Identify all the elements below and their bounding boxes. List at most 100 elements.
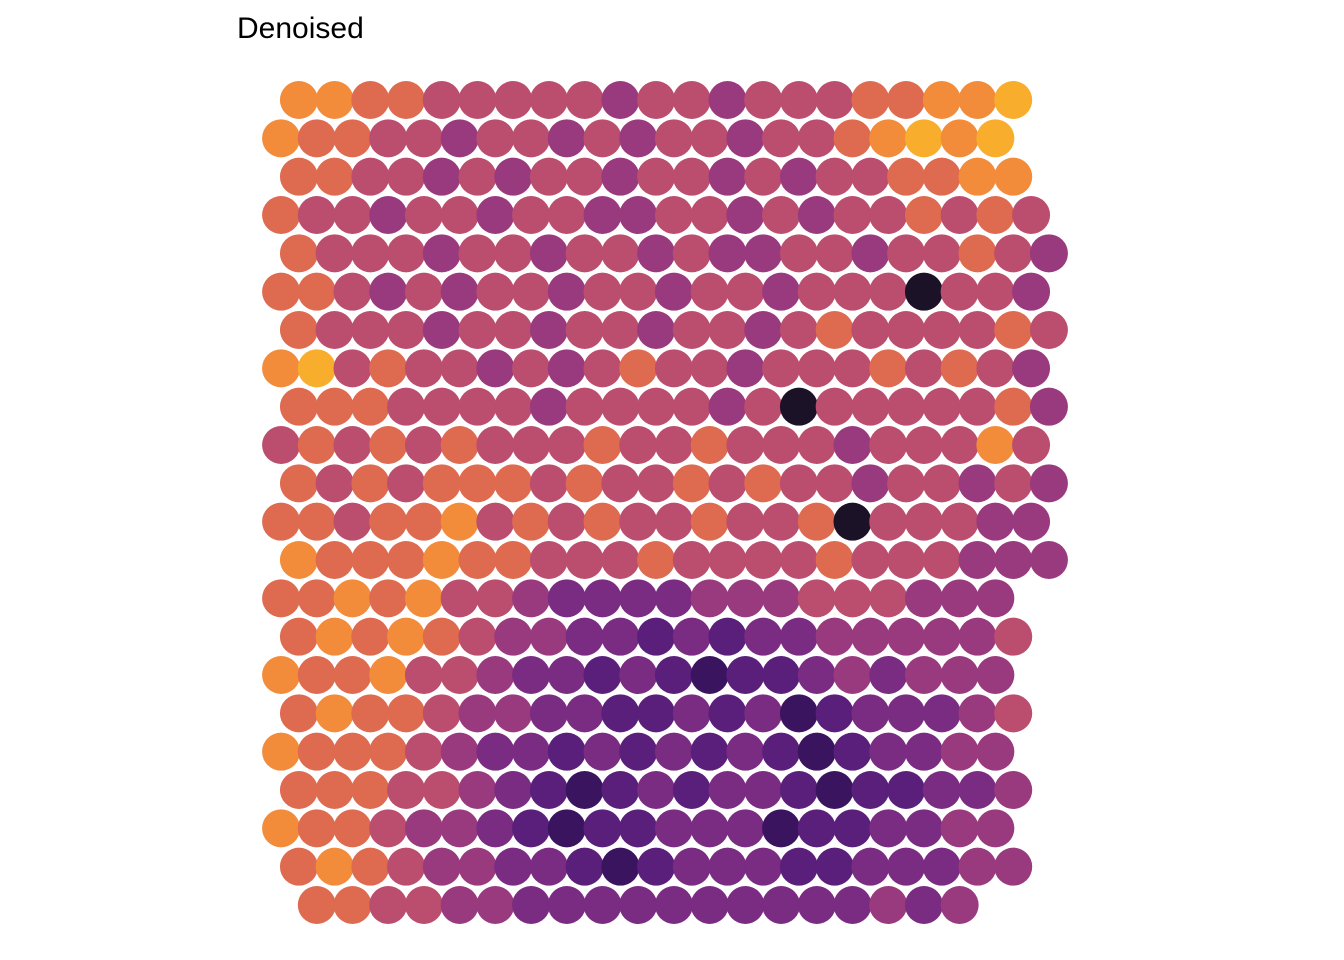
spot xyxy=(797,809,836,848)
spot xyxy=(297,119,336,158)
spot xyxy=(404,656,443,694)
spot xyxy=(851,771,890,809)
spot xyxy=(744,234,783,273)
spot xyxy=(494,157,533,196)
spot xyxy=(708,771,747,809)
spot xyxy=(279,617,318,656)
spot xyxy=(387,311,426,349)
spot xyxy=(726,272,765,311)
spot xyxy=(583,809,622,848)
spot xyxy=(351,234,390,273)
spot xyxy=(869,119,908,158)
spot xyxy=(672,541,711,579)
spot xyxy=(851,157,890,196)
spot xyxy=(387,617,426,656)
spot xyxy=(637,541,676,579)
spot xyxy=(297,579,336,618)
spot xyxy=(654,349,693,388)
spot xyxy=(404,349,443,388)
spot xyxy=(279,464,318,503)
spot xyxy=(762,656,801,694)
spot xyxy=(494,387,533,426)
spot xyxy=(958,311,997,349)
spot xyxy=(476,426,515,464)
spot xyxy=(815,311,854,349)
spot xyxy=(654,809,693,848)
spot xyxy=(994,234,1033,273)
spot xyxy=(869,426,908,464)
spot xyxy=(994,617,1033,656)
spot xyxy=(494,694,533,733)
spot xyxy=(904,886,943,924)
spot xyxy=(619,502,658,541)
spot xyxy=(779,157,818,196)
spot xyxy=(672,847,711,886)
spot xyxy=(851,541,890,579)
spot xyxy=(976,272,1015,311)
spot xyxy=(869,502,908,541)
spot xyxy=(815,541,854,579)
spot xyxy=(601,81,640,119)
spot xyxy=(565,234,604,273)
spot xyxy=(726,579,765,618)
spot xyxy=(904,272,943,311)
spot xyxy=(833,656,872,694)
spot xyxy=(583,656,622,694)
spot xyxy=(797,426,836,464)
spot xyxy=(690,502,729,541)
spot xyxy=(637,234,676,273)
spot xyxy=(512,732,551,771)
spot xyxy=(547,579,586,618)
spot xyxy=(1012,349,1051,388)
spot xyxy=(601,234,640,273)
spot xyxy=(851,847,890,886)
spot xyxy=(976,809,1015,848)
spot xyxy=(672,771,711,809)
spot xyxy=(422,311,461,349)
spot xyxy=(369,809,408,848)
spot xyxy=(333,502,372,541)
spot xyxy=(833,579,872,618)
spot xyxy=(512,272,551,311)
spot xyxy=(672,464,711,503)
spot xyxy=(940,656,979,694)
spot xyxy=(654,272,693,311)
spot xyxy=(369,272,408,311)
spot xyxy=(458,311,497,349)
spot xyxy=(422,541,461,579)
spot xyxy=(494,847,533,886)
spot xyxy=(529,617,568,656)
spot xyxy=(297,196,336,234)
spot xyxy=(887,694,926,733)
chart-title: Denoised xyxy=(237,12,364,45)
spot xyxy=(976,579,1015,618)
spot xyxy=(994,541,1033,579)
spot xyxy=(565,617,604,656)
spot xyxy=(440,119,479,158)
spot xyxy=(815,387,854,426)
spot xyxy=(726,426,765,464)
spot xyxy=(887,234,926,273)
spot xyxy=(672,617,711,656)
spot xyxy=(315,694,354,733)
spot xyxy=(476,579,515,618)
spot xyxy=(279,311,318,349)
spot xyxy=(744,464,783,503)
spot xyxy=(387,464,426,503)
spot xyxy=(994,81,1033,119)
spot xyxy=(529,694,568,733)
spot xyxy=(458,694,497,733)
spot xyxy=(869,886,908,924)
spot xyxy=(262,579,301,618)
spot xyxy=(440,349,479,388)
spot xyxy=(494,464,533,503)
spot xyxy=(672,234,711,273)
spot xyxy=(619,656,658,694)
spot xyxy=(976,502,1015,541)
spot xyxy=(512,502,551,541)
spot xyxy=(637,464,676,503)
spot xyxy=(315,157,354,196)
spot xyxy=(387,387,426,426)
spot xyxy=(583,272,622,311)
spot xyxy=(333,809,372,848)
